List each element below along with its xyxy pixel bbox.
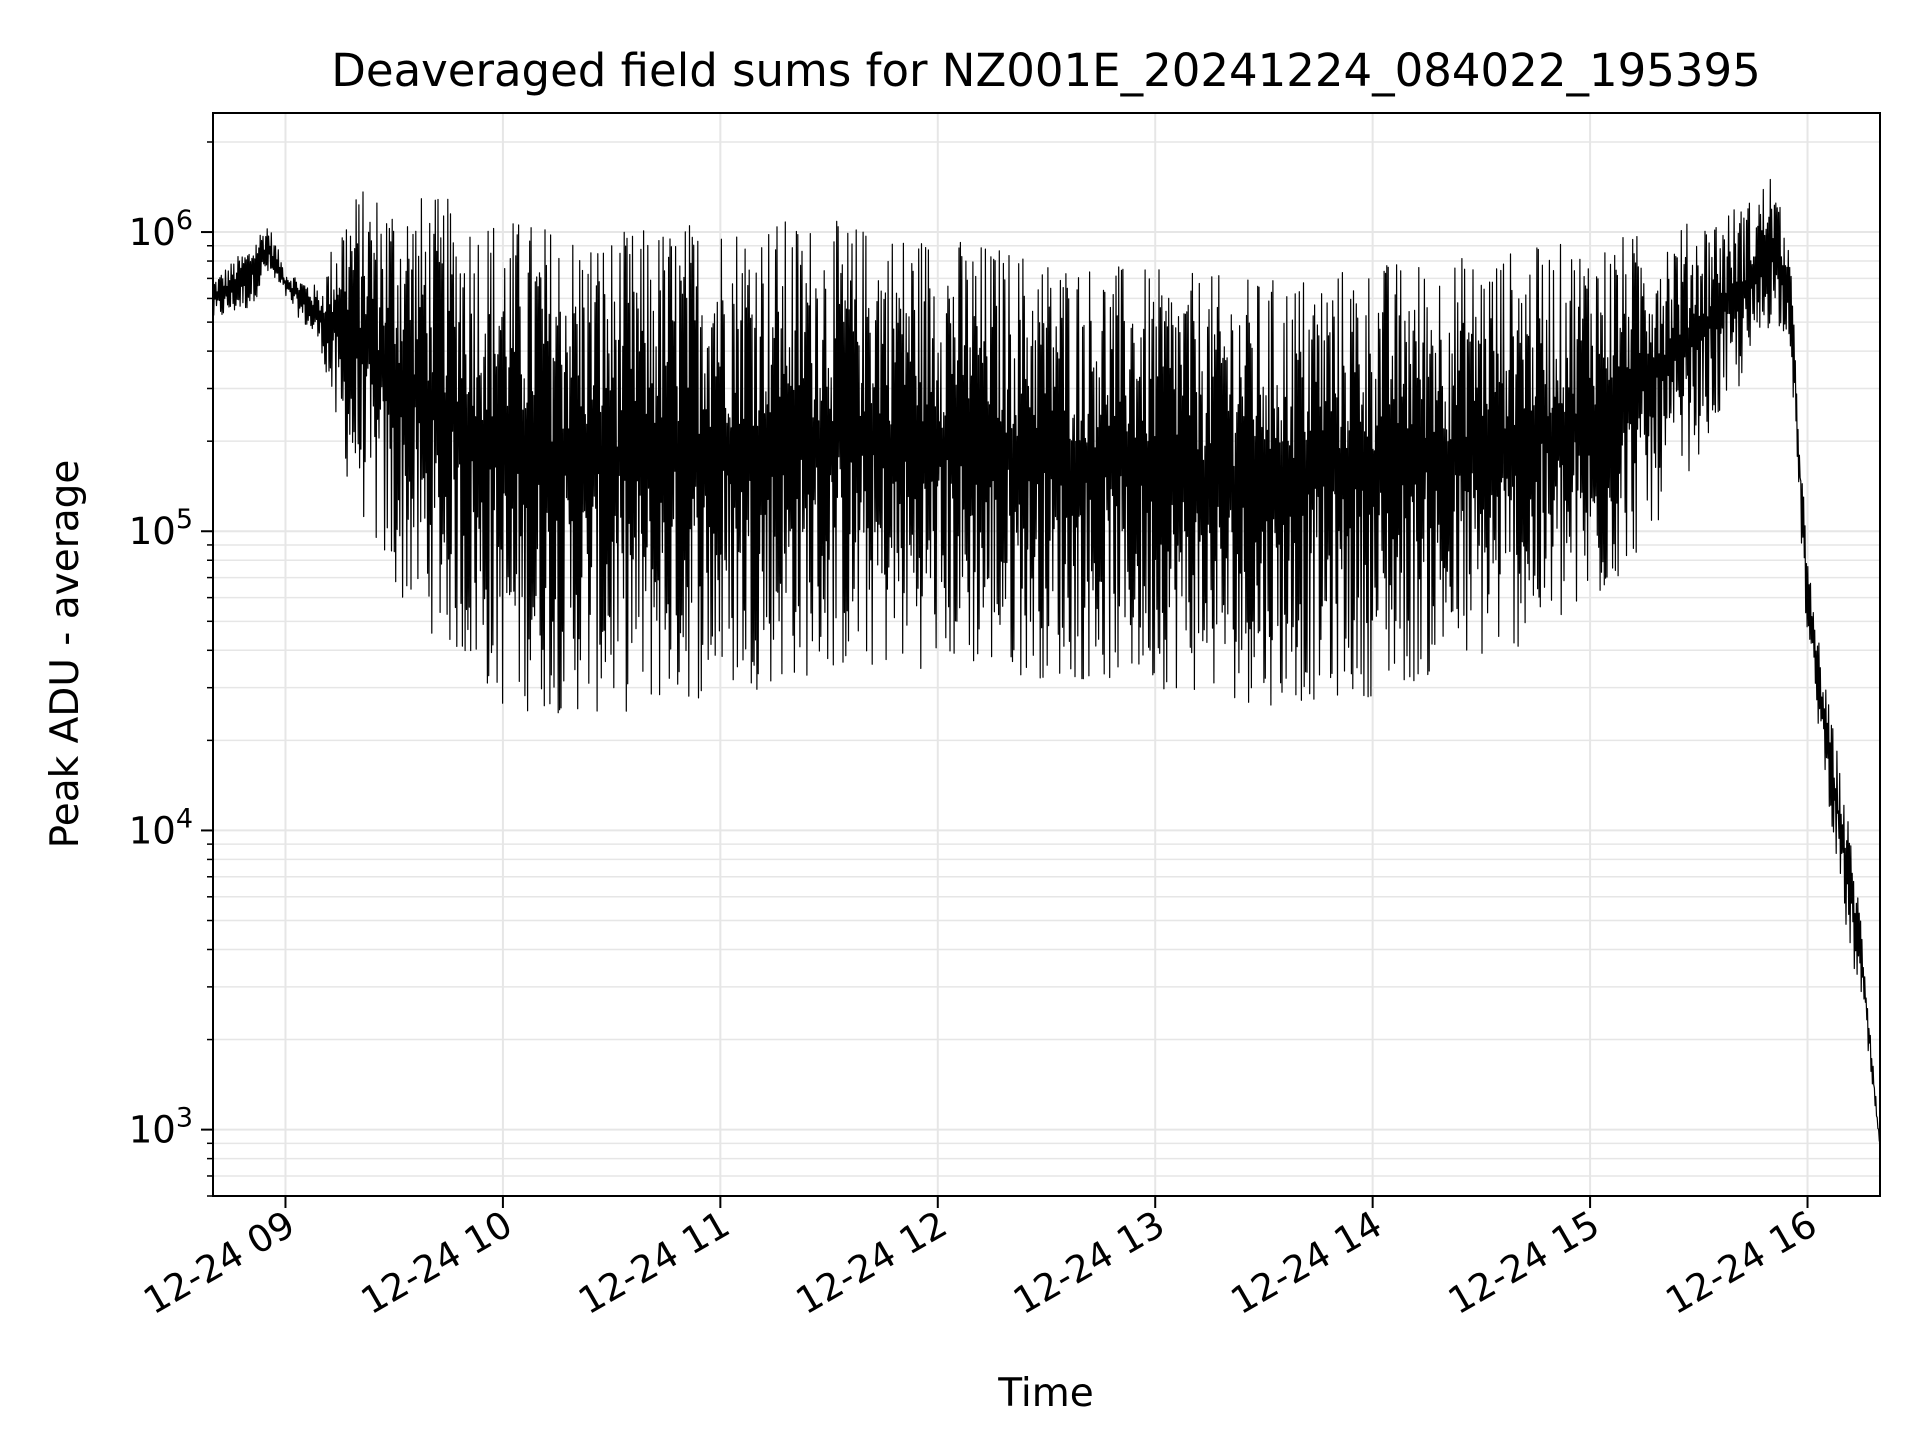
x-tick-label: 12-24 11 [571, 1203, 737, 1323]
plot-frame [212, 112, 1881, 1197]
x-tick-label: 12-24 12 [789, 1203, 955, 1323]
x-tick-label: 12-24 09 [136, 1203, 302, 1323]
grid [213, 113, 1880, 1197]
x-tick-label: 12-24 14 [1224, 1203, 1390, 1323]
y-tick-label: 103 [129, 1103, 193, 1152]
x-axis-label: Time [997, 1371, 1093, 1416]
x-axis: 12-24 09 12-24 10 12-24 11 12-24 12 12-24 13… [136, 1196, 1824, 1323]
y-axis-label: Peak ADU - average [43, 460, 88, 849]
y-tick-label: 106 [129, 205, 193, 254]
x-tick-label: 12-24 13 [1006, 1203, 1172, 1323]
x-tick-label: 12-24 15 [1441, 1203, 1607, 1323]
y-tick-label: 104 [129, 803, 193, 852]
chart-title: Deaveraged field sums for NZ001E_2024122… [331, 44, 1760, 97]
y-axis: 103 104 105 106 [129, 141, 213, 1197]
x-tick-label: 12-24 10 [354, 1203, 520, 1323]
x-tick-label: 12-24 16 [1658, 1203, 1824, 1323]
y-tick-label: 105 [129, 504, 193, 553]
series-layer [212, 178, 1881, 1145]
series-line [212, 178, 1881, 1145]
